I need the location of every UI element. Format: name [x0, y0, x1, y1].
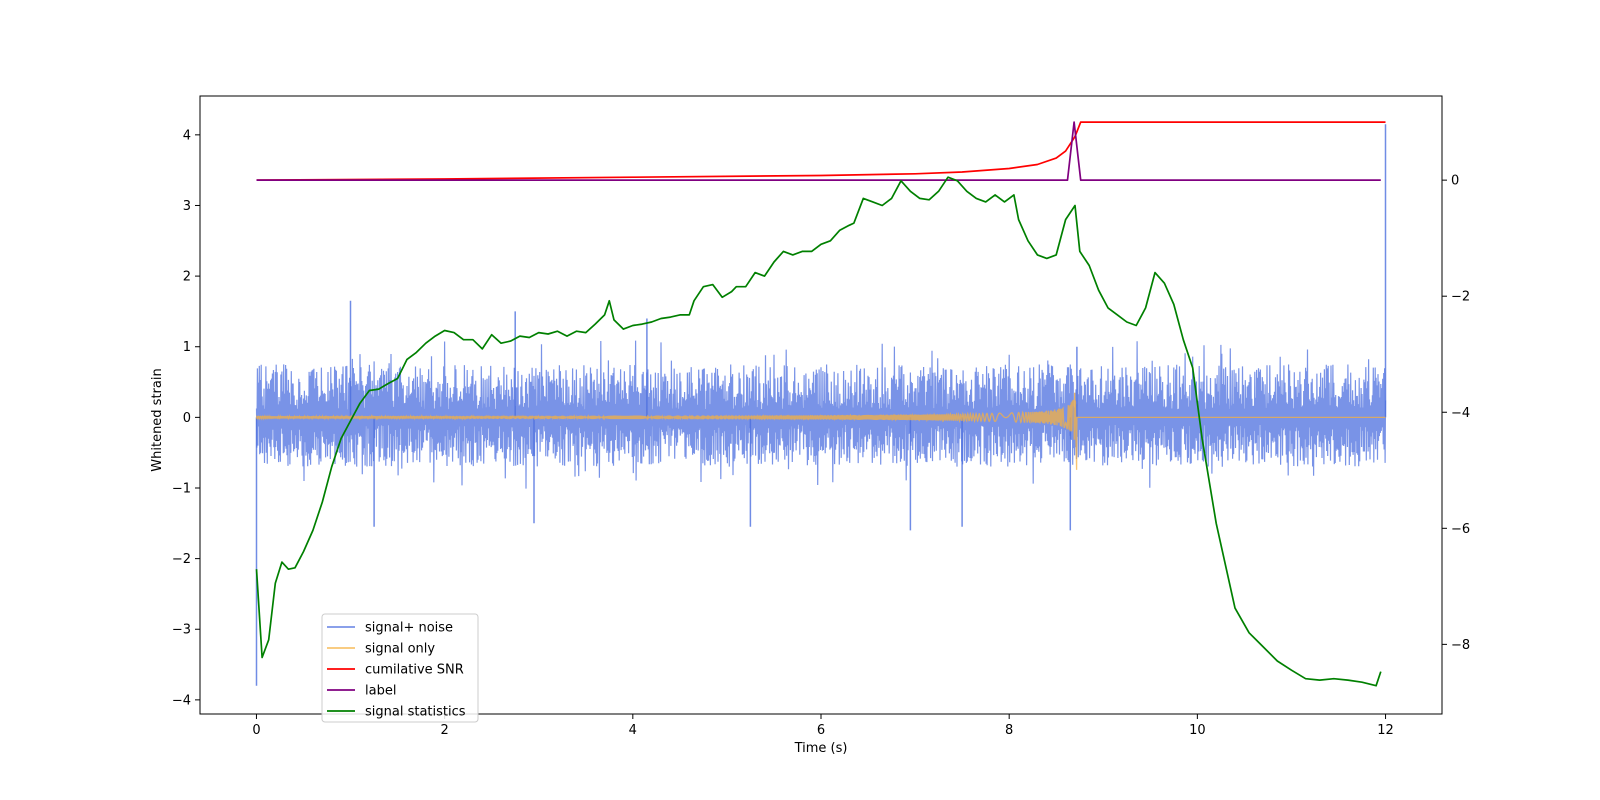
legend-label: cumilative SNR [365, 663, 464, 678]
series-signal-only-line [255, 392, 1386, 470]
x-tick-label: 8 [1005, 723, 1013, 738]
y-tick-label: 0 [183, 411, 191, 426]
x-axis-label: Time (s) [794, 741, 848, 756]
y2-tick-label: −8 [1451, 638, 1470, 653]
x-tick-label: 2 [440, 723, 448, 738]
y2-tick-label: −2 [1451, 290, 1470, 305]
legend-label: signal only [365, 642, 435, 657]
y-tick-label: −3 [172, 623, 191, 638]
y-tick-label: 3 [183, 199, 191, 214]
y-tick-label: 1 [183, 340, 191, 355]
series-signal-statistics-line [255, 176, 1382, 687]
x-tick-label: 12 [1377, 723, 1394, 738]
y-tick-label: −1 [172, 481, 191, 496]
legend-label: signal statistics [365, 705, 466, 720]
series-signal-noise-spikes [255, 124, 1387, 686]
x-tick-label: 10 [1189, 723, 1206, 738]
legend-box [321, 613, 479, 723]
y-tick-label: −2 [172, 552, 191, 567]
legend-label: signal+ noise [365, 621, 453, 636]
series-label-line [256, 121, 1381, 181]
y2-tick-label: 0 [1451, 174, 1459, 189]
x-tick-label: 6 [817, 723, 825, 738]
plot-area [200, 96, 1442, 714]
y-tick-label: 2 [183, 270, 191, 285]
y-axis-label: Whitened strain [150, 368, 165, 471]
x-tick-label: 0 [252, 723, 260, 738]
y-tick-label: 4 [183, 128, 191, 143]
y2-tick-label: −6 [1451, 522, 1470, 537]
legend: signal+ noise signal only cumilative SNR la… [321, 613, 479, 723]
x-tick-label: 4 [629, 723, 637, 738]
y-tick-label: −4 [172, 693, 191, 708]
legend-label: label [365, 684, 396, 699]
y2-tick-label: −4 [1451, 406, 1470, 421]
